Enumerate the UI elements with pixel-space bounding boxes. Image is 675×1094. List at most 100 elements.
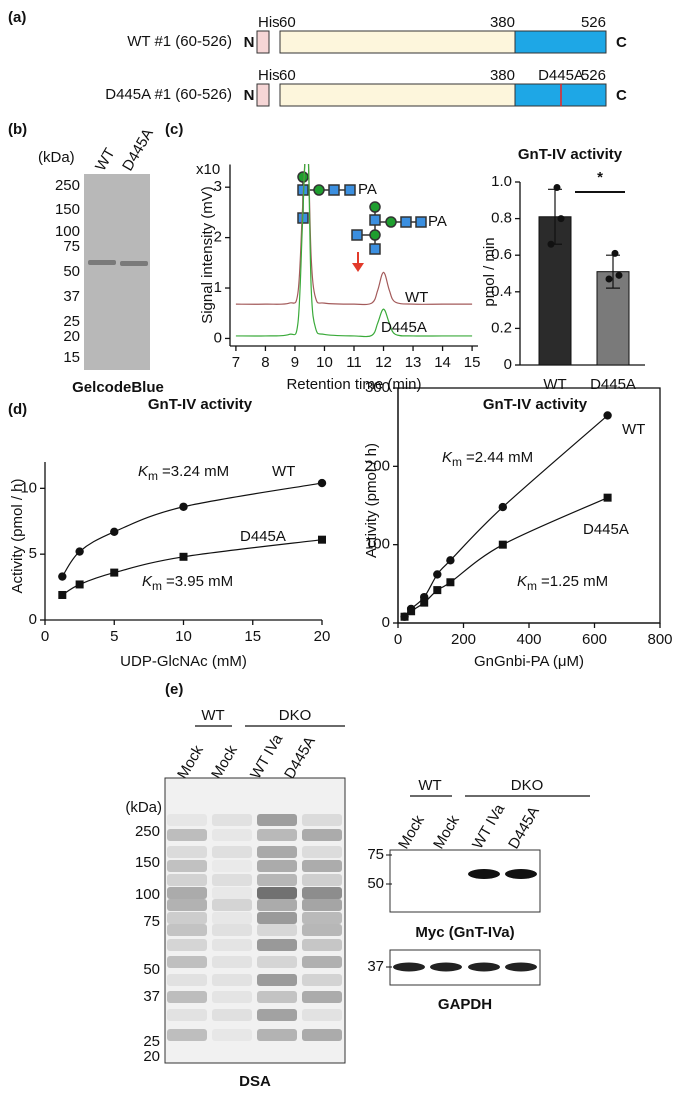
smear — [257, 956, 297, 968]
marker-label: 75 — [63, 238, 80, 255]
data-point — [317, 478, 327, 488]
x-tick-label: 400 — [516, 631, 541, 648]
y-tick-label: 0.2 — [491, 319, 512, 336]
chart-title: GnT-IV activity — [148, 396, 253, 413]
glycan-label: PA — [428, 213, 447, 230]
smear — [302, 1029, 342, 1041]
data-point — [605, 275, 613, 283]
glycan-label: PA — [358, 181, 377, 198]
km-subscript: m — [452, 455, 462, 469]
y-tick-label: 0.6 — [491, 246, 512, 263]
smear — [167, 887, 207, 899]
smear — [257, 1029, 297, 1041]
y-tick-label: 300 — [365, 379, 390, 396]
x-tick-label: 10 — [316, 354, 333, 371]
unit-label: (kDa) — [38, 149, 75, 166]
x-tick-label: 14 — [434, 354, 451, 371]
marker-label: 250 — [55, 177, 80, 194]
x-tick-label: 15 — [244, 628, 261, 645]
blot-label: GAPDH — [438, 996, 492, 1013]
marker-label: 100 — [55, 223, 80, 240]
data-point — [498, 540, 507, 549]
x-tick-label: 12 — [375, 354, 392, 371]
data-point — [318, 535, 326, 544]
smear — [257, 912, 297, 924]
smear — [212, 1009, 252, 1021]
y-tick-label: 0 — [29, 611, 37, 628]
smear — [302, 814, 342, 826]
smear — [212, 1029, 252, 1041]
data-point — [433, 570, 442, 579]
smear — [212, 814, 252, 826]
smear — [212, 939, 252, 951]
marker-label: 50 — [63, 263, 80, 280]
marker-label: 37 — [367, 958, 384, 975]
series-label: WT — [405, 289, 428, 306]
km-subscript: m — [527, 579, 537, 593]
smear — [257, 887, 297, 899]
marker-label: 50 — [143, 961, 160, 978]
trace-line — [235, 164, 473, 306]
group-label: WT — [201, 707, 224, 724]
data-point — [547, 240, 555, 248]
tag-label: His — [258, 67, 280, 84]
smear — [257, 814, 297, 826]
y-tick-label: 100 — [365, 536, 390, 553]
fit-line — [61, 539, 323, 596]
x-tick-label: 8 — [261, 354, 269, 371]
y-tick-label: 0 — [382, 614, 390, 631]
chart-title: GnT-IV activity — [483, 396, 588, 413]
km-symbol: K — [142, 573, 153, 590]
smear — [302, 939, 342, 951]
km-value: =3.24 mM — [162, 463, 229, 480]
data-point — [603, 493, 612, 502]
marker-label: 37 — [63, 288, 80, 305]
y-tick-label: 3 — [214, 178, 222, 195]
chart-title: GnT-IV activity — [518, 146, 623, 163]
smear — [257, 829, 297, 841]
y-axis-label: Activity (pmol / h) — [9, 478, 26, 593]
residue-label: 60 — [279, 67, 296, 84]
myc-blot — [389, 849, 541, 913]
data-point — [553, 183, 561, 191]
x-tick-label: 600 — [582, 631, 607, 648]
x-tick-label: 7 — [232, 354, 240, 371]
n-terminus: N — [244, 87, 255, 104]
smear — [167, 846, 207, 858]
km-value: =1.25 mM — [541, 573, 608, 590]
x-axis-label: UDP-GlcNAc (mM) — [120, 653, 247, 670]
x-tick-label: 200 — [451, 631, 476, 648]
km-subscript: m — [152, 579, 162, 593]
km-value: =3.95 mM — [166, 573, 233, 590]
smear — [212, 991, 252, 1003]
y-tick-label: 1 — [214, 279, 222, 296]
y-axis-label: Activity (pmol / h) — [363, 443, 380, 558]
smear — [167, 924, 207, 936]
smear — [167, 939, 207, 951]
km-annotation: Km =3.24 mM — [138, 463, 229, 483]
protein-band — [88, 260, 116, 265]
smear — [302, 912, 342, 924]
data-point — [557, 215, 565, 223]
smear — [257, 1009, 297, 1021]
protein-band — [505, 962, 537, 972]
marker-label: 250 — [135, 823, 160, 840]
smear — [167, 860, 207, 872]
stain-label: GelcodeBlue — [72, 379, 164, 396]
smear — [302, 974, 342, 986]
residue-label: 380 — [490, 67, 515, 84]
km-symbol: K — [442, 449, 453, 466]
smear — [167, 991, 207, 1003]
smear — [167, 829, 207, 841]
series-label: WT — [272, 463, 295, 480]
x-tick-label: 9 — [291, 354, 299, 371]
blot-label: DSA — [239, 1073, 271, 1090]
protein-band — [393, 962, 425, 972]
km-value: =2.44 mM — [466, 449, 533, 466]
smear — [212, 829, 252, 841]
smear — [212, 974, 252, 986]
unit-label: (kDa) — [125, 799, 162, 816]
x-tick-label: 5 — [110, 628, 118, 645]
smear — [212, 924, 252, 936]
